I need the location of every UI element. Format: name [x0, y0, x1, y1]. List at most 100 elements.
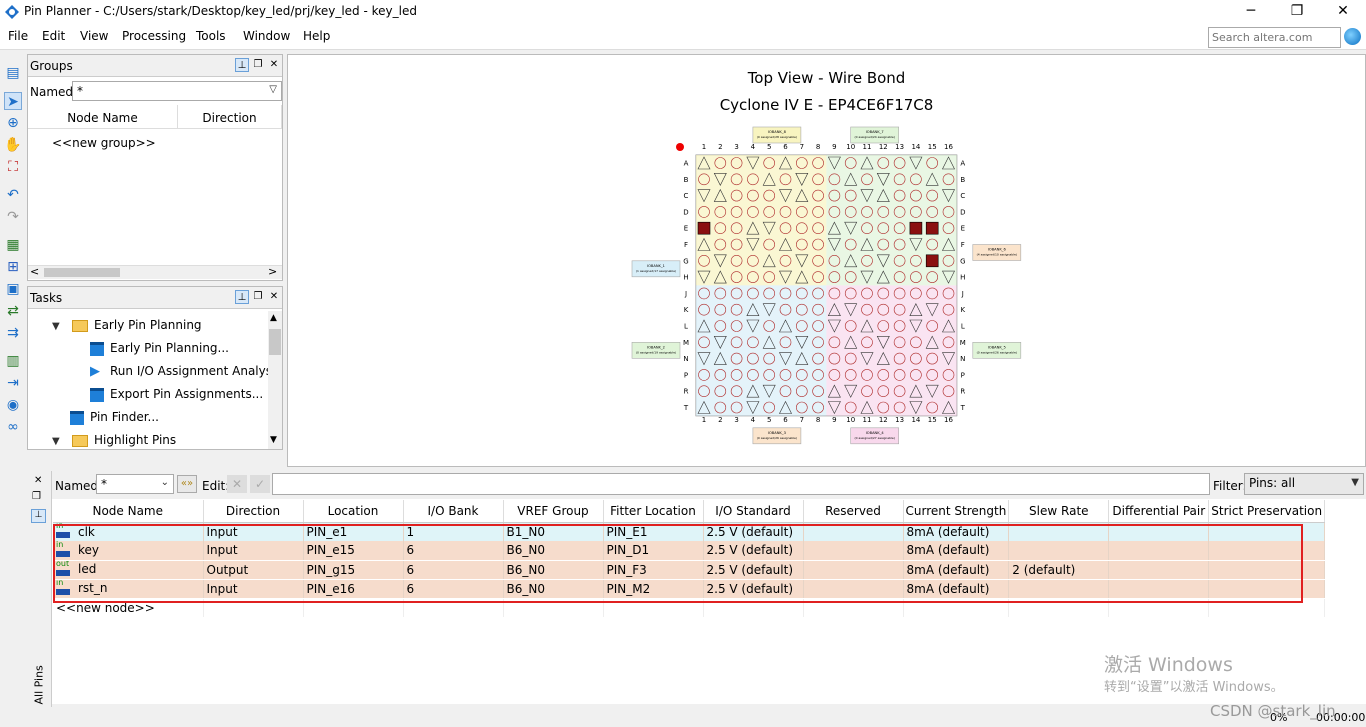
float-icon[interactable]: ❐ — [32, 491, 41, 502]
cell-strength[interactable]: 8mA (default) — [903, 560, 1010, 580]
cell-diff[interactable] — [1108, 560, 1210, 580]
pin-grid[interactable]: 1122334455667788991010111112121313141415… — [618, 125, 1038, 461]
maximize-button[interactable]: ❐ — [1290, 3, 1304, 19]
groups-col-direction[interactable]: Direction — [178, 105, 282, 129]
cell-diff[interactable] — [1108, 579, 1210, 599]
col-vref-group[interactable]: VREF Group — [503, 500, 604, 523]
cell-location[interactable]: PIN_e16 — [303, 579, 404, 599]
cell-standard[interactable]: 2.5 V (default) — [703, 541, 804, 561]
cell-name[interactable]: in rst_n — [53, 579, 204, 599]
cell-bank[interactable]: 1 — [403, 522, 504, 541]
cell-direction[interactable]: Input — [203, 541, 304, 561]
search-input[interactable] — [1208, 27, 1341, 48]
diff-pin-icon[interactable]: ⇄ — [7, 303, 19, 319]
scroll-left-icon[interactable]: < — [30, 265, 40, 278]
menu-file[interactable]: File — [8, 29, 29, 43]
globe-icon[interactable] — [1344, 28, 1361, 45]
cell-location[interactable]: PIN_g15 — [303, 560, 404, 580]
cell-slew[interactable] — [1008, 579, 1110, 599]
fit-icon[interactable]: ⛶ — [8, 159, 18, 175]
cell-fitter[interactable]: PIN_E1 — [603, 522, 704, 541]
col-slew-rate[interactable]: Slew Rate — [1008, 500, 1110, 523]
scroll-right-icon[interactable]: > — [268, 265, 278, 278]
cell-strict[interactable] — [1208, 522, 1326, 541]
new-group-row[interactable]: <<new group>> — [52, 136, 156, 150]
cell-fitter[interactable]: PIN_D1 — [603, 541, 704, 561]
task-export-pins[interactable]: Export Pin Assignments... — [90, 387, 263, 402]
groups-col-node-name[interactable]: Node Name — [28, 105, 178, 129]
cell-vref[interactable]: B6_N0 — [503, 541, 604, 561]
zoom-icon[interactable]: ⊕ — [7, 115, 19, 131]
pin-grid-icon[interactable]: ▦ — [6, 237, 20, 253]
cell-fitter[interactable]: PIN_F3 — [603, 560, 704, 580]
task-early-pin-planning-folder[interactable]: ▼ Early Pin Planning — [52, 318, 202, 332]
cell-direction[interactable]: Output — [203, 560, 304, 580]
pin-icon[interactable]: ⊥ — [235, 58, 249, 72]
float-icon[interactable]: ❐ — [253, 291, 263, 302]
cell-standard[interactable]: 2.5 V (default) — [703, 560, 804, 580]
col-fitter-location[interactable]: Fitter Location — [603, 500, 704, 523]
binoculars-icon[interactable]: ∞ — [7, 419, 19, 435]
package-view[interactable]: Top View - Wire Bond Cyclone IV E - EP4C… — [287, 54, 1366, 467]
cell-standard[interactable]: 2.5 V (default) — [703, 579, 804, 599]
tasks-vscrollbar[interactable]: ▲ ▼ — [268, 311, 282, 449]
cell-vref[interactable]: B1_N0 — [503, 522, 604, 541]
edge-icon[interactable]: ▣ — [6, 281, 20, 297]
package-icon[interactable]: ▥ — [6, 353, 20, 369]
cell-strength[interactable]: 8mA (default) — [903, 522, 1010, 541]
cell-vref[interactable]: B6_N0 — [503, 560, 604, 580]
cell-strict[interactable] — [1208, 541, 1326, 561]
pointer-icon[interactable]: ➤ — [4, 92, 22, 110]
menu-view[interactable]: View — [80, 29, 109, 43]
task-pin-finder[interactable]: Pin Finder... — [70, 410, 159, 425]
cell-name[interactable]: in key — [53, 541, 204, 561]
cell-diff[interactable] — [1108, 522, 1210, 541]
node-named-combo[interactable]: * ⌄ — [96, 474, 174, 494]
cell-strength[interactable]: 8mA (default) — [903, 541, 1010, 561]
reject-icon[interactable]: ✕ — [227, 475, 247, 493]
cell-bank[interactable]: 6 — [403, 541, 504, 561]
cell-direction[interactable]: Input — [203, 522, 304, 541]
menu-processing[interactable]: Processing — [122, 29, 187, 43]
col-io-standard[interactable]: I/O Standard — [703, 500, 804, 523]
cell-reserved[interactable] — [803, 579, 904, 599]
cell-diff[interactable] — [1108, 541, 1210, 561]
scroll-up-icon[interactable]: ▲ — [270, 313, 277, 323]
all-pins-tab[interactable]: All Pins — [32, 665, 46, 705]
menu-help[interactable]: Help — [303, 29, 331, 43]
cell-strict[interactable] — [1208, 579, 1326, 599]
col-direction[interactable]: Direction — [203, 500, 304, 523]
cell-strict[interactable] — [1208, 560, 1326, 580]
pin-icon[interactable]: ⊥ — [31, 509, 46, 523]
cell-vref[interactable]: B6_N0 — [503, 579, 604, 599]
report-icon[interactable]: ▤ — [6, 65, 20, 81]
cell-name[interactable]: out led — [53, 560, 204, 580]
close-icon[interactable]: ✕ — [269, 291, 279, 302]
cell-fitter[interactable]: PIN_M2 — [603, 579, 704, 599]
close-icon[interactable]: ✕ — [34, 475, 43, 486]
menu-window[interactable]: Window — [243, 29, 291, 43]
col-differential-pair[interactable]: Differential Pair — [1108, 500, 1210, 523]
scroll-thumb[interactable] — [44, 268, 120, 277]
edit-field[interactable] — [272, 473, 1210, 495]
cell-reserved[interactable] — [803, 522, 904, 541]
cell-strength[interactable]: 8mA (default) — [903, 579, 1010, 599]
col-io-bank[interactable]: I/O Bank — [403, 500, 504, 523]
col-reserved[interactable]: Reserved — [803, 500, 904, 523]
cell-slew[interactable]: 2 (default) — [1008, 560, 1110, 580]
pin-filter-combo[interactable]: Pins: all ▼ — [1244, 473, 1364, 495]
col-current-strength[interactable]: Current Strength — [903, 500, 1010, 523]
groups-named-combo[interactable]: * ▽ — [72, 81, 282, 101]
close-button[interactable]: ✕ — [1337, 3, 1349, 19]
close-icon[interactable]: ✕ — [269, 59, 279, 70]
accept-icon[interactable]: ✓ — [250, 475, 270, 493]
minimize-button[interactable]: ─ — [1246, 3, 1256, 19]
col-location[interactable]: Location — [303, 500, 404, 523]
export-icon[interactable]: ⇥ — [7, 375, 19, 391]
cell-slew[interactable] — [1008, 522, 1110, 541]
table-row[interactable]: out led Output PIN_g15 6 B6_N0 PIN_F3 2.5 V (de… — [53, 560, 1326, 580]
col-strict-preservation[interactable]: Strict Preservation — [1208, 500, 1326, 523]
table-row[interactable]: in clk Input PIN_e1 1 B1_N0 PIN_E1 2.5 V (defau… — [53, 522, 1326, 541]
scroll-thumb[interactable] — [269, 329, 281, 355]
cell-bank[interactable]: 6 — [403, 560, 504, 580]
